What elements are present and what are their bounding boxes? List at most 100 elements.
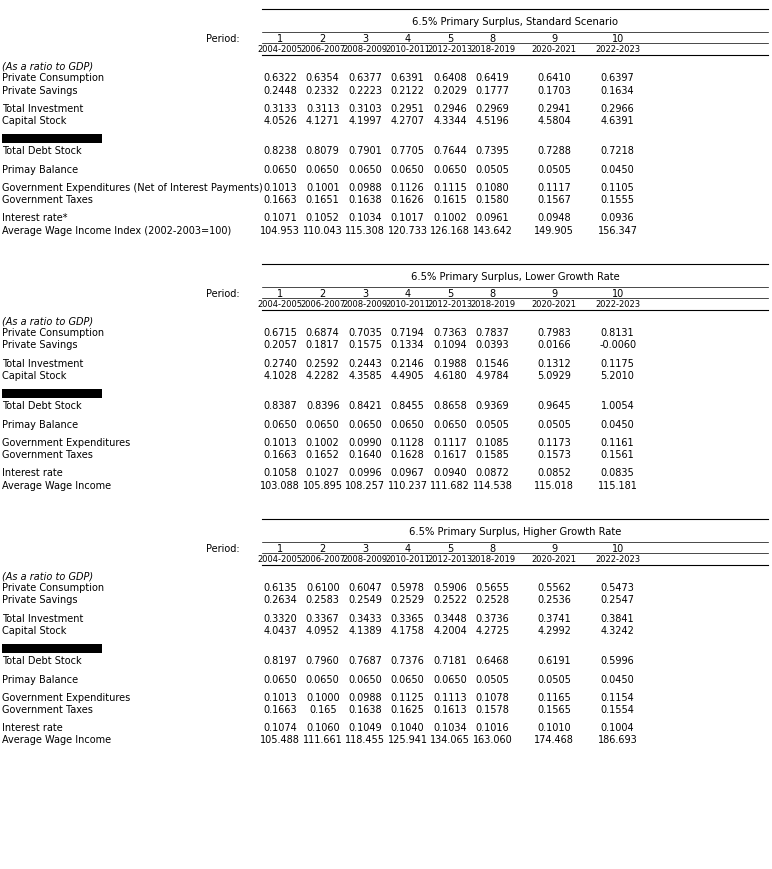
Text: 0.1128: 0.1128 [391,437,425,448]
Text: 4.4905: 4.4905 [391,370,425,381]
Text: 0.1173: 0.1173 [537,437,571,448]
Text: 0.7837: 0.7837 [476,328,510,338]
Text: 2004-2005: 2004-2005 [258,300,303,308]
Text: 0.1554: 0.1554 [601,704,635,714]
Text: 0.2740: 0.2740 [263,358,297,368]
Text: 0.0505: 0.0505 [476,164,510,175]
Text: 0.1565: 0.1565 [537,704,571,714]
Text: 6.5% Primary Surplus, Higher Growth Rate: 6.5% Primary Surplus, Higher Growth Rate [409,526,621,536]
Text: 0.1080: 0.1080 [476,182,510,193]
Text: 0.0650: 0.0650 [306,164,340,175]
Text: 5: 5 [447,289,453,298]
Text: 0.5655: 0.5655 [476,582,510,593]
Text: 4.2707: 4.2707 [391,116,425,126]
Text: 108.257: 108.257 [345,480,385,490]
Text: 10: 10 [611,34,624,43]
Text: 0.6874: 0.6874 [306,328,340,338]
Text: Period:: Period: [205,289,239,298]
Text: 0.1580: 0.1580 [476,195,510,205]
Text: 0.2583: 0.2583 [306,594,340,605]
Text: 4: 4 [405,289,411,298]
Text: 0.0650: 0.0650 [263,673,297,684]
Text: 111.682: 111.682 [430,480,470,490]
Text: 0.0936: 0.0936 [601,213,635,223]
Text: 149.905: 149.905 [534,225,574,235]
Text: 4.0952: 4.0952 [306,625,340,635]
Text: 0.1034: 0.1034 [433,722,467,733]
Text: 186.693: 186.693 [598,734,638,745]
Text: 0.1060: 0.1060 [306,722,340,733]
Text: 0.1074: 0.1074 [263,722,297,733]
Text: 0.2448: 0.2448 [263,85,297,96]
Text: 0.5562: 0.5562 [537,582,571,593]
Text: 0.0650: 0.0650 [433,673,467,684]
Text: 0.1154: 0.1154 [601,692,635,702]
Text: 0.5473: 0.5473 [601,582,635,593]
Text: Capital Stock: Capital Stock [2,370,66,381]
Text: 1: 1 [277,34,283,43]
Text: 0.0650: 0.0650 [348,673,382,684]
Text: 0.6047: 0.6047 [348,582,382,593]
Text: 0.1575: 0.1575 [348,340,382,350]
Text: 2: 2 [320,289,326,298]
Text: 0.3133: 0.3133 [263,103,297,114]
Text: Average Wage Income: Average Wage Income [2,480,110,490]
Text: 2006-2007: 2006-2007 [300,300,345,308]
Text: Total Debt Stock: Total Debt Stock [2,146,81,156]
Text: Primay Balance: Primay Balance [2,673,78,684]
Text: 0.1052: 0.1052 [306,213,340,223]
Text: 0.2057: 0.2057 [263,340,297,350]
Text: 8: 8 [489,34,496,43]
Text: 0.2946: 0.2946 [433,103,467,114]
Text: 0.6410: 0.6410 [537,73,571,83]
Text: 0.1626: 0.1626 [391,195,425,205]
Text: 0.2951: 0.2951 [391,103,425,114]
Text: 2020-2021: 2020-2021 [532,554,577,563]
Text: 3: 3 [362,289,368,298]
Text: 4.3585: 4.3585 [348,370,382,381]
Text: Private Savings: Private Savings [2,594,77,605]
Text: 0.2029: 0.2029 [433,85,467,96]
Bar [2,389,102,398]
Text: 0.1634: 0.1634 [601,85,635,96]
Text: 0.1049: 0.1049 [348,722,382,733]
Text: Period:: Period: [205,543,239,553]
Text: 0.2223: 0.2223 [348,85,382,96]
Text: Average Wage Income Index (2002-2003=100): Average Wage Income Index (2002-2003=100… [2,225,231,235]
Text: 0.7363: 0.7363 [433,328,467,338]
Text: 0.0988: 0.0988 [348,692,382,702]
Text: 4: 4 [405,34,411,43]
Text: Interest rate: Interest rate [2,468,63,478]
Text: 4.0437: 4.0437 [263,625,297,635]
Text: 0.1117: 0.1117 [433,437,467,448]
Text: 0.0948: 0.0948 [537,213,571,223]
Text: 4.1028: 4.1028 [263,370,297,381]
Text: 105.488: 105.488 [260,734,300,745]
Text: Government Taxes: Government Taxes [2,449,93,460]
Text: 2020-2021: 2020-2021 [532,300,577,308]
Text: 0.0505: 0.0505 [537,419,571,429]
Text: 0.1126: 0.1126 [391,182,425,193]
Text: 0.0996: 0.0996 [348,468,382,478]
Text: 9: 9 [551,543,557,553]
Text: 0.2528: 0.2528 [476,594,510,605]
Text: 0.1555: 0.1555 [601,195,635,205]
Text: 120.733: 120.733 [388,225,428,235]
Text: Total Investment: Total Investment [2,613,83,623]
Text: 0.0988: 0.0988 [348,182,382,193]
Text: 0.1546: 0.1546 [476,358,510,368]
Text: 0.2941: 0.2941 [537,103,571,114]
Text: 1: 1 [277,289,283,298]
Text: 0.1638: 0.1638 [348,704,382,714]
Text: 0.7901: 0.7901 [348,146,382,156]
Text: 0.1058: 0.1058 [263,468,297,478]
Text: 2022-2023: 2022-2023 [595,554,640,563]
Text: Private Consumption: Private Consumption [2,73,103,83]
Text: 0.0650: 0.0650 [391,673,425,684]
Text: 0.2332: 0.2332 [306,85,340,96]
Text: (As a ratio to GDP): (As a ratio to GDP) [2,315,93,326]
Text: 8: 8 [489,289,496,298]
Text: 0.0990: 0.0990 [348,437,382,448]
Text: 0.3367: 0.3367 [306,613,340,623]
Text: 0.7288: 0.7288 [537,146,571,156]
